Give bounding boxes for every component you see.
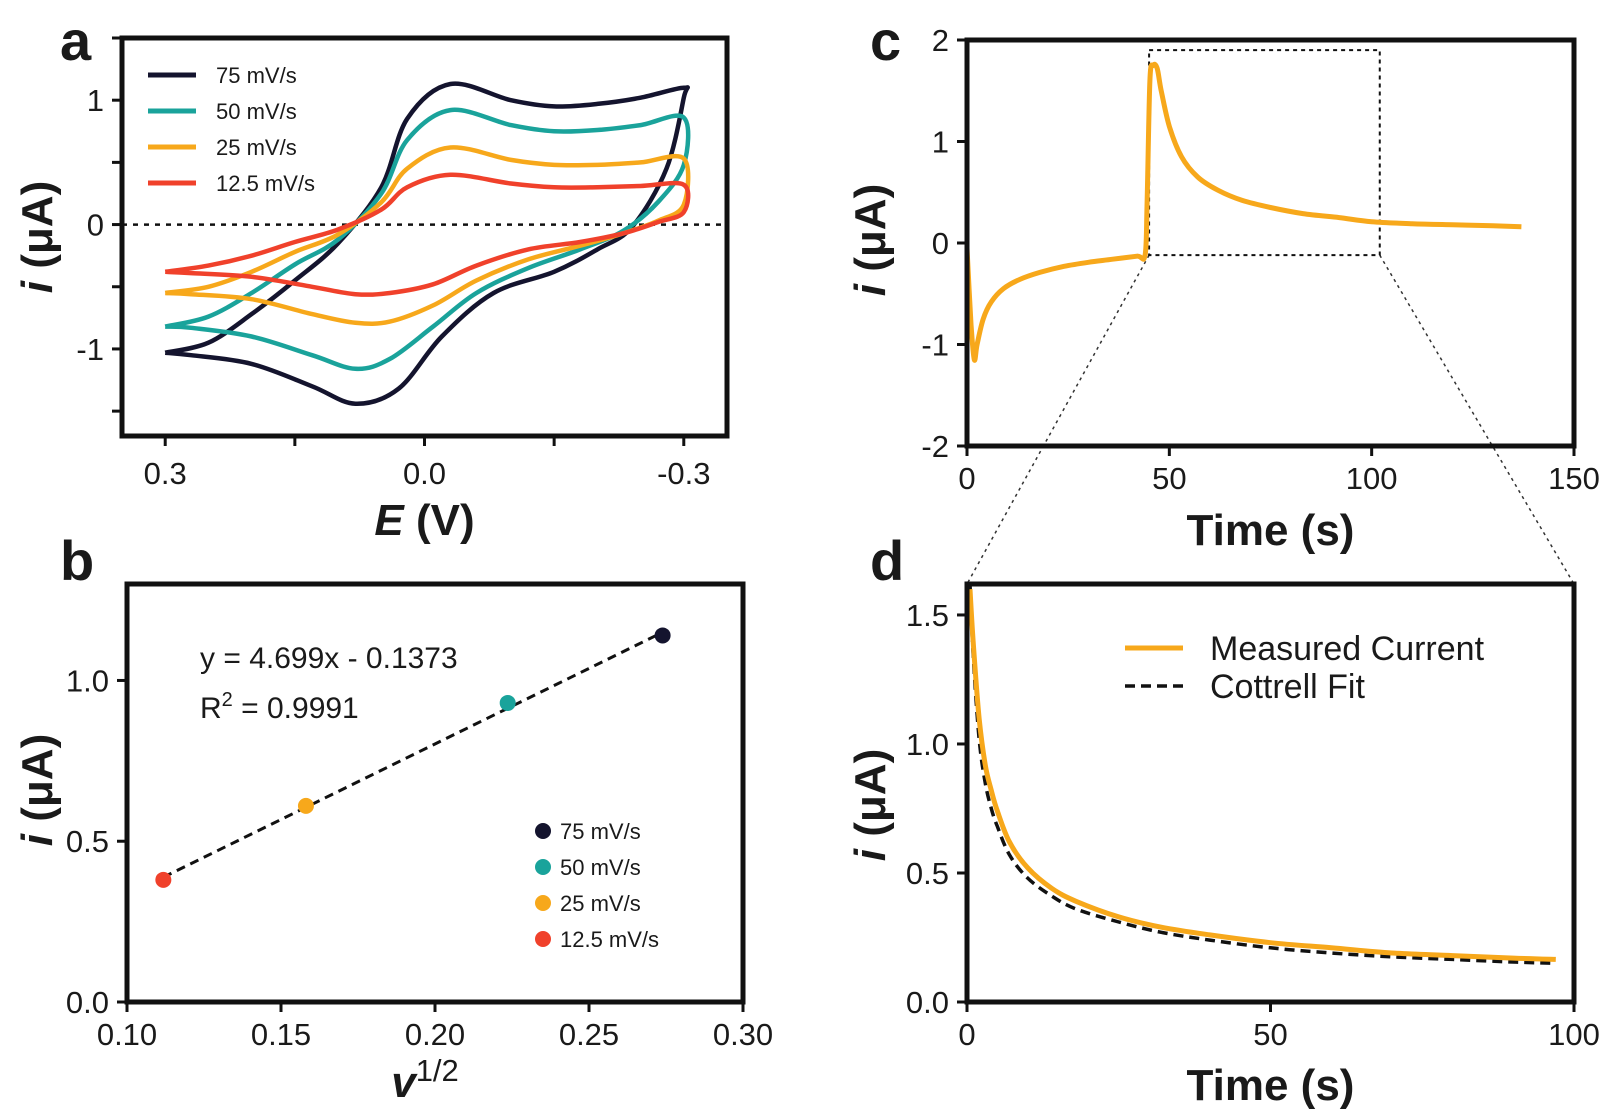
legend-label: Measured Current <box>1210 630 1485 668</box>
y-tick-label: 1.0 <box>66 663 109 698</box>
y-tick-label: 1 <box>932 125 949 160</box>
y-tick-label: 1.5 <box>906 598 949 633</box>
legend-marker <box>535 859 551 875</box>
connector-line-left <box>966 254 1150 585</box>
y-tick-label: -2 <box>921 429 949 464</box>
data-point <box>499 694 516 711</box>
x-tick-label: 150 <box>1548 461 1600 496</box>
x-tick-label: 0.25 <box>559 1017 619 1052</box>
r-squared-superscript: 2 <box>222 689 233 711</box>
data-point <box>155 871 172 888</box>
linear-fit-line <box>162 630 664 879</box>
y-axis-unit: (μA) <box>846 749 895 849</box>
r-squared-value: = 0.9991 <box>233 692 359 725</box>
x-tick-label: 0 <box>958 1017 975 1052</box>
legend-marker <box>535 823 551 839</box>
cv-curve-3 <box>164 172 691 297</box>
y-tick-label: 0.0 <box>906 985 949 1020</box>
cv-curve-1 <box>164 107 691 372</box>
panel-a-cyclic-voltammetry: a 0.3 0.0 -0.3 1 0 -1 E (V) i (μA) 75 mV/s 50 mV/s… <box>13 9 730 545</box>
panel-letter-c: c <box>870 9 901 72</box>
legend-label: 25 mV/s <box>216 135 297 160</box>
y-axis-title: i (μA) <box>846 184 895 296</box>
data-point <box>297 797 314 814</box>
y-tick-label: 2 <box>932 23 949 58</box>
y-axis-unit: (μA) <box>846 184 895 284</box>
x-axis-unit: (V) <box>404 496 475 545</box>
legend-label: 75 mV/s <box>216 63 297 88</box>
legend-label: 25 mV/s <box>560 891 641 916</box>
y-axis-unit: (μA) <box>13 734 62 834</box>
cv-curve-0 <box>164 81 690 406</box>
x-tick-label: 0.3 <box>144 456 187 491</box>
r-squared: R2 = 0.9991 <box>200 689 359 725</box>
x-tick-label: -0.3 <box>657 456 710 491</box>
y-axis-variable: i <box>846 283 895 296</box>
measured-current-curve <box>967 589 1556 962</box>
legend-label: 50 mV/s <box>216 99 297 124</box>
legend-marker <box>535 895 551 911</box>
y-axis-variable: i <box>846 848 895 861</box>
y-tick-label: 0.0 <box>66 985 109 1020</box>
y-axis-variable: i <box>13 280 62 293</box>
panel-c-chronoamperometry: c 0 50 100 150 2 1 0 -1 -2 Time (s) i (μA) <box>846 9 1600 555</box>
x-tick-label: 100 <box>1548 1017 1600 1052</box>
y-axis-title: i (μA) <box>13 181 62 293</box>
cottrell-fit-curve <box>968 583 1556 966</box>
x-tick-label: 100 <box>1346 461 1398 496</box>
r-squared-prefix: R <box>200 692 222 725</box>
y-tick-label: 0.5 <box>66 824 109 859</box>
legend-a: 75 mV/s 50 mV/s 25 mV/s 12.5 mV/s <box>148 63 315 196</box>
y-axis-title: i (μA) <box>846 749 895 861</box>
legend-label: 12.5 mV/s <box>560 927 659 952</box>
x-tick-label: 0.10 <box>97 1017 157 1052</box>
legend-label: 75 mV/s <box>560 819 641 844</box>
y-axis-title: i (μA) <box>13 734 62 846</box>
cv-curve-2 <box>164 145 691 327</box>
x-tick-label: 50 <box>1253 1017 1287 1052</box>
fit-equation: y = 4.699x - 0.1373 <box>200 642 458 675</box>
legend-label: 12.5 mV/s <box>216 171 315 196</box>
x-tick-label: 50 <box>1152 461 1186 496</box>
x-tick-label: 0.30 <box>713 1017 773 1052</box>
x-axis-title: v1/2 <box>391 1053 459 1107</box>
y-tick-label: -1 <box>921 328 949 363</box>
zoom-connector-lines <box>966 254 1575 585</box>
x-axis-title: Time (s) <box>1187 1061 1355 1110</box>
panel-letter-a: a <box>60 9 92 72</box>
panel-d-cottrell-fit: d 0 50 100 0.0 0.5 1.0 1.5 Time (s) i (μA) Measure… <box>846 529 1600 1110</box>
panel-c-frame <box>964 37 1577 449</box>
y-axis-variable: i <box>13 833 62 846</box>
x-axis-title: E (V) <box>374 496 474 545</box>
x-tick-label: 0.20 <box>405 1017 465 1052</box>
panel-b-peak-current-vs-scan-rate: b 0.10 0.15 0.20 0.25 0.30 0.0 0.5 1.0 v1/2 i (μA)… <box>13 529 773 1107</box>
x-axis-variable: E <box>374 496 405 545</box>
y-tick-label: -1 <box>76 332 104 367</box>
x-axis-variable: v <box>391 1058 418 1107</box>
y-tick-label: 1 <box>87 83 104 118</box>
x-tick-label: 0.15 <box>251 1017 311 1052</box>
x-tick-label: 0 <box>958 461 975 496</box>
data-point <box>654 627 671 644</box>
connector-line-right <box>1379 254 1575 585</box>
y-tick-label: 0 <box>87 208 104 243</box>
x-tick-label: 0.0 <box>403 456 446 491</box>
legend-label: 50 mV/s <box>560 855 641 880</box>
zoom-region-box <box>1148 49 1381 257</box>
y-tick-label: 0.5 <box>906 856 949 891</box>
y-tick-label: 1.0 <box>906 727 949 762</box>
panel-letter-b: b <box>60 529 94 592</box>
y-axis-unit: (μA) <box>13 181 62 281</box>
panel-letter-d: d <box>870 529 904 592</box>
legend-marker <box>535 931 551 947</box>
x-axis-title: Time (s) <box>1187 506 1355 555</box>
y-tick-label: 0 <box>932 226 949 261</box>
current-trace <box>964 61 1522 363</box>
legend-label: Cottrell Fit <box>1210 668 1365 706</box>
x-axis-superscript: 1/2 <box>416 1053 459 1088</box>
